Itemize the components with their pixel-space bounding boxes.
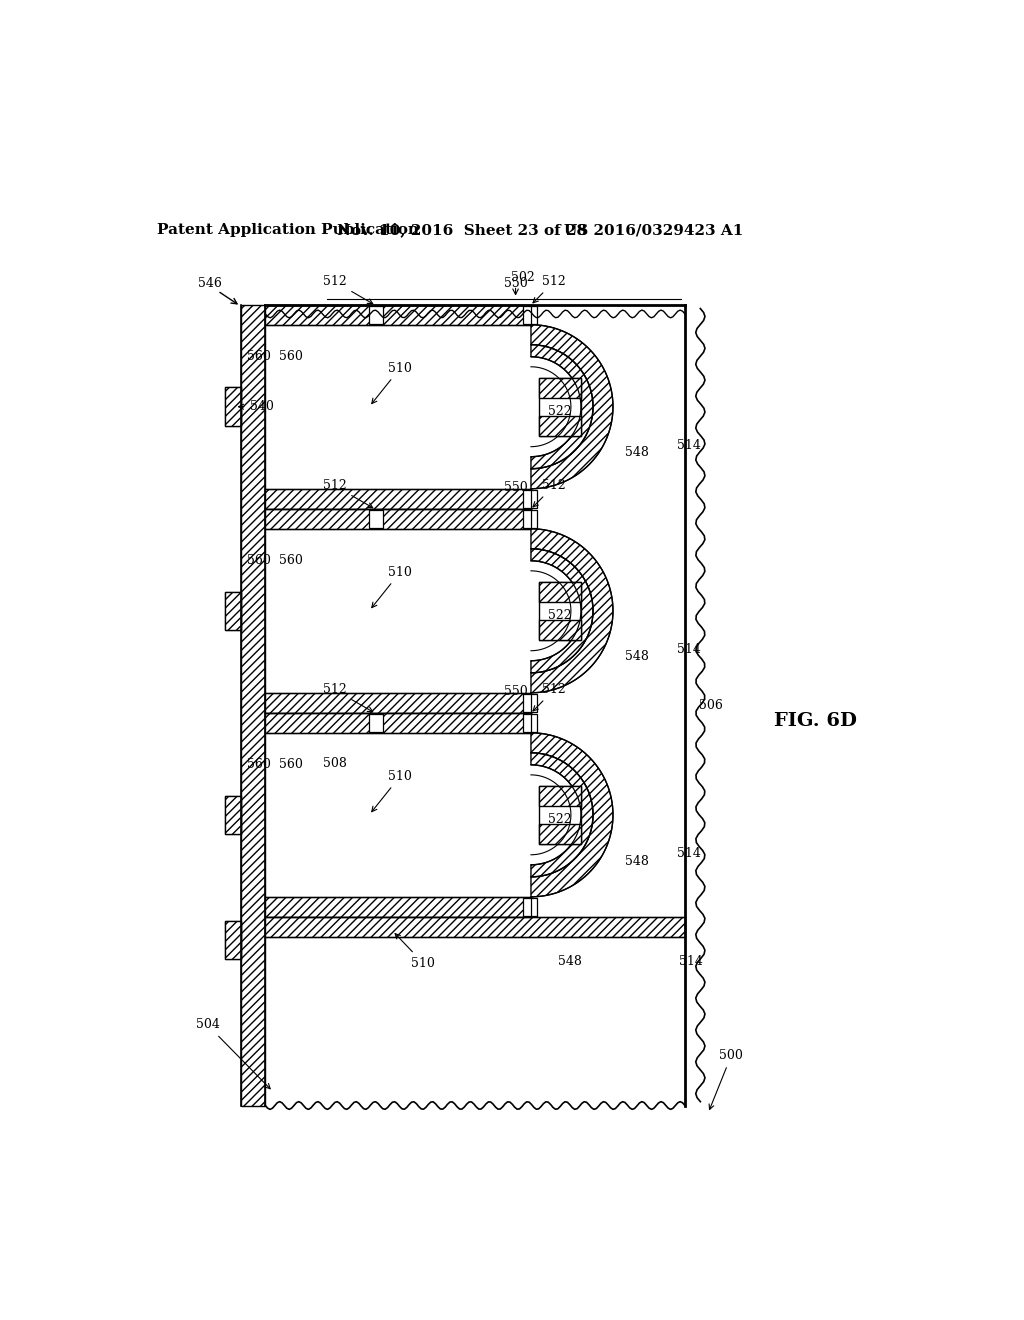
Text: US 2016/0329423 A1: US 2016/0329423 A1 [564,223,743,238]
Polygon shape [531,752,593,876]
Polygon shape [531,345,593,469]
Text: 522: 522 [548,813,571,826]
Polygon shape [225,388,241,426]
Bar [539,582,581,640]
Bar [523,510,538,528]
Bar [370,510,383,528]
Polygon shape [265,896,531,917]
Polygon shape [531,733,613,896]
Bar [225,796,241,834]
Polygon shape [241,305,265,1106]
Text: 510: 510 [372,770,412,812]
Bar [225,388,241,426]
Bar [539,785,581,843]
Text: 546: 546 [198,277,222,289]
Text: 548: 548 [625,446,648,459]
Text: 510: 510 [372,566,412,607]
Text: 548: 548 [625,651,648,664]
Text: 522: 522 [548,405,571,418]
Polygon shape [225,921,241,960]
Text: 512: 512 [534,275,566,302]
Bar [225,921,241,960]
Text: 540: 540 [239,400,273,413]
Text: 502: 502 [511,271,536,284]
Polygon shape [531,549,593,673]
Text: 514: 514 [677,847,701,859]
Polygon shape [265,693,531,713]
Polygon shape [265,713,531,733]
Text: 550: 550 [504,685,527,698]
Text: 560: 560 [247,554,270,568]
Text: 512: 512 [323,479,373,508]
Text: 504: 504 [196,1019,270,1089]
Bar [523,898,538,916]
Polygon shape [539,582,581,602]
Text: 512: 512 [534,479,566,507]
Text: 550: 550 [504,277,527,289]
Text: 522: 522 [548,609,571,622]
Text: Patent Application Publication: Patent Application Publication [158,223,420,238]
Text: 510: 510 [395,933,435,970]
Text: 514: 514 [677,438,701,451]
Polygon shape [531,325,613,488]
Text: 560: 560 [280,758,303,771]
Text: 506: 506 [698,698,723,711]
Text: 512: 512 [534,684,566,711]
Text: 560: 560 [280,350,303,363]
Text: FIG. 6D: FIG. 6D [774,711,857,730]
Text: Nov. 10, 2016  Sheet 23 of 28: Nov. 10, 2016 Sheet 23 of 28 [337,223,587,238]
Polygon shape [539,785,581,807]
Bar [225,591,241,630]
Bar [523,306,538,323]
Text: 508: 508 [323,758,346,771]
Polygon shape [531,529,613,693]
Polygon shape [539,378,581,397]
Bar [370,714,383,731]
Bar [539,378,581,436]
Text: 548: 548 [557,954,582,968]
Text: 560: 560 [280,554,303,568]
Text: 514: 514 [679,954,702,968]
Text: 510: 510 [372,362,412,404]
Polygon shape [539,619,581,640]
Polygon shape [539,824,581,843]
Text: 514: 514 [677,643,701,656]
Text: 560: 560 [247,350,270,363]
Text: 500: 500 [709,1049,743,1110]
Bar [523,714,538,731]
Text: 548: 548 [625,854,648,867]
Bar [523,490,538,508]
Polygon shape [265,917,685,937]
Text: 560: 560 [247,758,270,771]
Text: 512: 512 [323,275,373,304]
Polygon shape [225,591,241,630]
Bar [370,306,383,323]
Polygon shape [265,488,531,508]
Text: 550: 550 [504,480,527,494]
Text: 512: 512 [323,684,373,711]
Polygon shape [265,305,531,325]
Polygon shape [265,508,531,529]
Bar [523,694,538,711]
Polygon shape [539,416,581,436]
Polygon shape [225,796,241,834]
